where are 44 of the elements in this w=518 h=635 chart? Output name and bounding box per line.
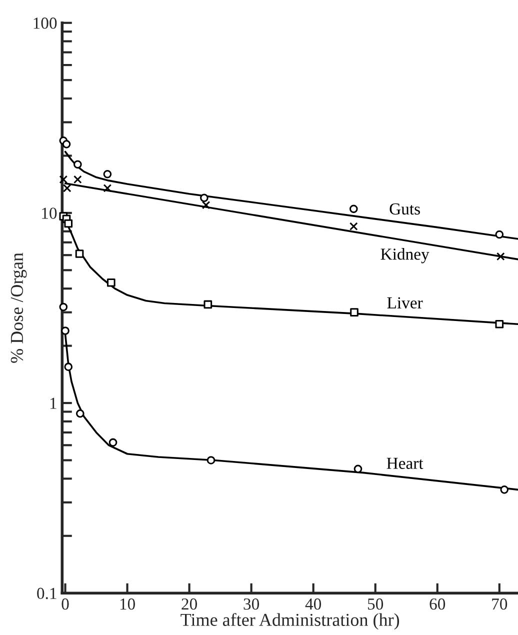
point xyxy=(349,204,358,214)
point xyxy=(106,278,116,287)
x-tick-label: 60 xyxy=(430,598,446,610)
point xyxy=(62,140,71,148)
point xyxy=(61,326,70,335)
x-axis-title: Time after Administration (hr) xyxy=(180,613,400,630)
point xyxy=(204,300,212,309)
y-tick-label: 1 xyxy=(50,398,56,409)
point xyxy=(496,252,505,261)
y-tick-label: 100 xyxy=(34,18,57,29)
point xyxy=(64,219,73,228)
y-tick-label: 10 xyxy=(42,208,57,219)
point xyxy=(74,175,82,184)
point xyxy=(103,170,112,178)
x-tick-label: 40 xyxy=(305,598,322,610)
series-label: Kidney xyxy=(380,248,430,264)
series-label: Guts xyxy=(390,203,420,215)
x-tick-label: 70 xyxy=(492,598,508,610)
y-axis-title: % Dose /Organ xyxy=(10,252,27,363)
point xyxy=(103,184,112,192)
series-label: Heart xyxy=(386,458,424,469)
point xyxy=(76,409,84,418)
point xyxy=(75,250,84,258)
x-tick-label: 20 xyxy=(182,598,197,610)
point xyxy=(206,456,216,464)
point xyxy=(59,302,68,312)
x-tick-label: 30 xyxy=(244,598,260,610)
point xyxy=(108,438,118,447)
point xyxy=(495,320,504,328)
point xyxy=(349,222,358,231)
x-tick-label: 10 xyxy=(120,598,135,610)
point xyxy=(200,194,208,202)
point xyxy=(500,486,509,494)
x-tick-label: 50 xyxy=(368,598,384,610)
line-series xyxy=(64,150,518,240)
point xyxy=(495,230,504,239)
x-tick-label: 0 xyxy=(62,598,69,610)
point xyxy=(62,184,72,192)
series-label: Liver xyxy=(387,297,423,308)
y-tick-label: 0.1 xyxy=(37,588,56,600)
point xyxy=(350,308,358,316)
point xyxy=(74,160,82,169)
point xyxy=(64,362,73,372)
point xyxy=(202,200,210,210)
